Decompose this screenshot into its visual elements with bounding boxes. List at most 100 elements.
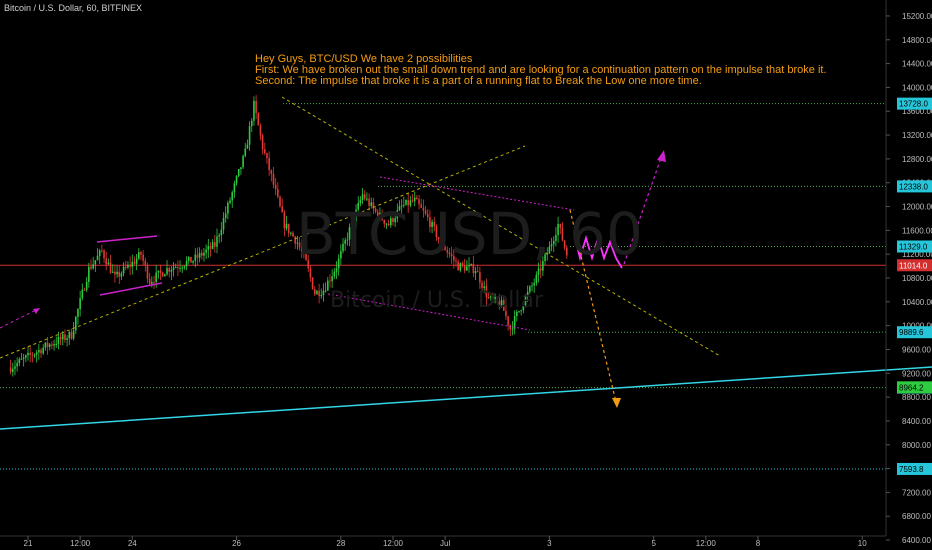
candle-body <box>279 196 281 207</box>
candle-body <box>353 221 355 223</box>
price-tick-label: 9600.00 <box>902 345 931 354</box>
price-label-text: 9889.6 <box>899 328 924 337</box>
candle-body <box>51 344 53 346</box>
candle-body <box>261 135 264 150</box>
candle-body <box>287 223 290 234</box>
price-label-text: 7593.8 <box>899 465 924 474</box>
candle-body <box>94 260 97 265</box>
price-label-box <box>897 326 932 339</box>
bearish-arrow-head <box>612 398 621 408</box>
candle-body <box>22 357 25 359</box>
candle-body <box>459 263 462 271</box>
candle-body <box>563 240 566 248</box>
price-tick-label: 10400.00 <box>902 298 932 307</box>
candle-body <box>192 260 194 263</box>
candle-body <box>127 264 129 268</box>
candle-body <box>431 221 433 227</box>
candle-body <box>9 367 12 373</box>
candle-body <box>535 274 538 283</box>
candle-body <box>187 256 190 261</box>
candle-body <box>333 271 336 277</box>
candle-body <box>157 270 160 273</box>
candle-body <box>88 266 90 283</box>
annotation-line-3: Second: The impulse that broke it is a p… <box>255 75 702 87</box>
candle-body <box>16 363 18 367</box>
candle-body <box>164 274 166 277</box>
candle-body <box>79 298 81 310</box>
candle-body <box>114 271 116 275</box>
candle-body <box>120 273 123 277</box>
candle-body <box>48 344 51 347</box>
candle-body <box>500 300 503 307</box>
annotation-line-1: Hey Guys, BTC/USD We have 2 possibilitie… <box>255 53 473 65</box>
candle-body <box>442 239 444 248</box>
candle-body <box>426 213 429 218</box>
candle-body <box>96 255 99 261</box>
candle-body <box>344 240 346 244</box>
candle-body <box>81 289 84 299</box>
falling-trendline <box>281 96 721 357</box>
candle-body <box>29 352 31 355</box>
candle-body <box>90 266 92 269</box>
price-label-text: 11329.0 <box>899 242 928 251</box>
candle-body <box>376 211 379 219</box>
candle-body <box>313 289 316 295</box>
candle-body <box>396 210 399 219</box>
candle-body <box>40 349 42 354</box>
candle-body <box>240 167 242 170</box>
candle-body <box>118 271 121 277</box>
candle-body <box>292 232 294 237</box>
candle-body <box>57 337 60 345</box>
candle-body <box>135 258 138 264</box>
time-axis[interactable]: 21 12:00 24 26 28 12:00 Jul 3 5 12:00 8 10 <box>0 535 886 548</box>
candle-body <box>285 223 288 229</box>
candle-body <box>487 297 490 299</box>
candle-body <box>300 247 303 252</box>
candle-body <box>218 235 220 237</box>
candle-body <box>148 278 151 284</box>
candle-body <box>296 242 299 244</box>
candle-body <box>105 258 108 265</box>
candle-body <box>548 246 551 254</box>
candle-body <box>472 263 475 274</box>
candle-body <box>122 266 125 274</box>
candle-body <box>450 254 453 256</box>
candle-body <box>444 247 446 250</box>
candle-body <box>433 221 436 227</box>
candle-body <box>161 272 164 277</box>
candle-body <box>559 223 562 228</box>
bearish-arrow-line <box>569 209 617 403</box>
candle-body <box>290 232 292 234</box>
candle-body <box>222 218 225 230</box>
candle-body <box>335 268 338 272</box>
candle-body <box>526 291 529 297</box>
price-tick-label: 15200.00 <box>902 12 932 21</box>
price-tick-label: 13200.00 <box>902 131 932 140</box>
candle-body <box>418 199 420 205</box>
candle-body <box>368 198 370 206</box>
candle-body <box>435 226 438 238</box>
wave-pattern <box>573 233 623 269</box>
drawings[interactable] <box>0 96 932 430</box>
candle-body <box>405 199 407 205</box>
candle-body <box>179 267 181 269</box>
candle-body <box>346 239 349 241</box>
candle-body <box>552 240 555 245</box>
candle-body <box>481 282 483 288</box>
candle-body <box>303 251 305 254</box>
price-label-box <box>897 180 932 193</box>
candle-body <box>531 285 533 287</box>
long-term-trendline <box>0 366 932 430</box>
candle-body <box>407 199 409 206</box>
candle-body <box>298 242 301 248</box>
candle-body <box>46 342 49 347</box>
candle-body <box>231 192 234 201</box>
time-tick-label: 21 <box>24 539 33 548</box>
candle-body <box>137 252 140 259</box>
candle-body <box>470 263 472 265</box>
candle-body <box>374 208 377 212</box>
candle-body <box>522 305 525 311</box>
candle-body <box>511 328 514 330</box>
candle-body <box>479 272 481 283</box>
